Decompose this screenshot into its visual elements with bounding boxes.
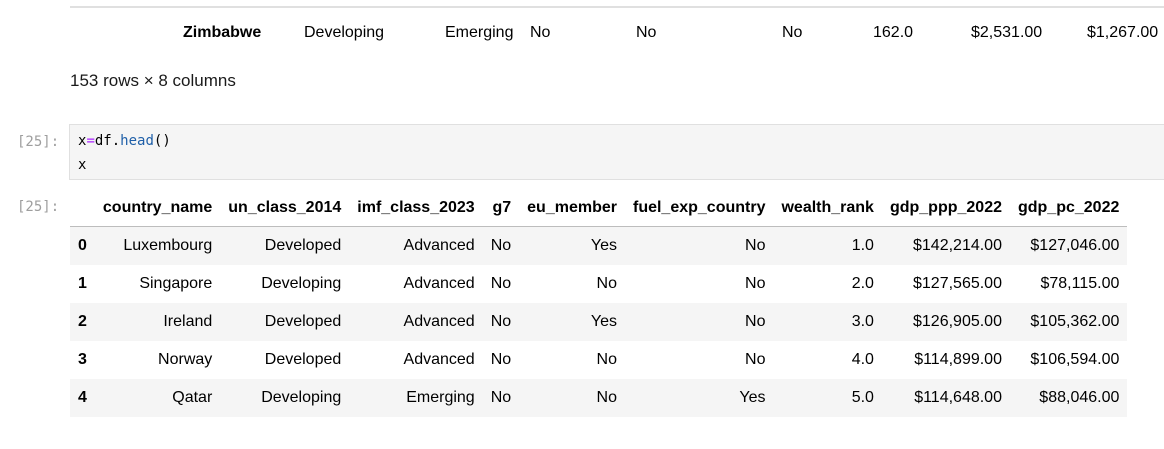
cell-imf-class-2023: Advanced [403,313,475,330]
code-line-2: x [78,157,87,173]
column-header-un-class-2014: un_class_2014 [220,190,350,227]
output-prompt: [25]: [17,199,60,215]
cell-country-name: Qatar [172,389,213,406]
index-header [70,190,95,227]
table-row: 4 Qatar Developing Emerging No No Yes 5.… [70,379,1128,417]
prev-gdp-pc: $1,267.00 [1087,24,1159,41]
cell-gdp-pc-2022: $127,046.00 [1030,237,1120,254]
output-divider [70,6,1164,8]
cell-eu-member: No [596,351,617,368]
cell-wealth-rank: 1.0 [851,237,874,254]
table-row: 3 Norway Developed Advanced No No No 4.0… [70,341,1128,379]
cell-un-class-2014: Developed [264,351,342,368]
row-index: 4 [78,389,87,406]
cell-imf-class-2023: Advanced [403,351,475,368]
cell-un-class-2014: Developing [261,389,342,406]
cell-eu-member: No [596,275,617,292]
cell-g7: No [490,313,512,330]
cell-gdp-pc-2022: $78,115.00 [1040,275,1120,292]
code-cell-editor[interactable]: x=df.head() x [69,124,1164,180]
cell-eu-member: No [596,389,617,406]
cell-gdp-ppp-2022: $114,648.00 [914,389,1002,406]
prev-gdp-ppp: $2,531.00 [971,24,1043,41]
cell-imf-class-2023: Advanced [403,275,475,292]
code-function: head [120,133,154,149]
prev-eu-member: No [636,24,657,41]
cell-wealth-rank: 3.0 [851,313,874,330]
code-operator: = [86,133,95,149]
code-object: df. [94,133,121,149]
column-header-country-name: country_name [94,190,221,227]
cell-gdp-pc-2022: $106,594.00 [1030,351,1120,368]
cell-country-name: Ireland [163,313,213,330]
column-header-eu-member: eu_member [519,190,625,227]
cell-gdp-ppp-2022: $127,565.00 [913,275,1002,292]
cell-wealth-rank: 2.0 [851,275,874,292]
cell-fuel-exp-country: No [745,351,766,368]
cell-country-name: Norway [158,351,213,368]
prev-un-class: Developing [304,24,385,41]
cell-g7: No [490,351,512,368]
row-index: 0 [78,237,87,254]
code-var: x [78,133,87,149]
cell-un-class-2014: Developed [264,313,342,330]
prev-g7: No [530,24,551,41]
row-index: 1 [78,275,87,292]
table-row: 0 Luxembourg Developed Advanced No Yes N… [70,226,1128,265]
cell-gdp-ppp-2022: $126,905.00 [913,313,1002,330]
cell-fuel-exp-country: No [745,237,766,254]
prev-wealth-rank: 162.0 [873,24,914,41]
prev-country-name: Zimbabwe [183,24,262,41]
previous-output-last-row: Zimbabwe Developing Emerging No No No 16… [0,20,1164,46]
cell-g7: No [490,389,512,406]
code-call: () [153,133,171,149]
cell-imf-class-2023: Advanced [403,237,475,254]
cell-imf-class-2023: Emerging [406,389,475,406]
cell-eu-member: Yes [590,313,617,330]
column-header-fuel-exp-country: fuel_exp_country [624,190,774,227]
cell-wealth-rank: 5.0 [851,389,874,406]
column-header-imf-class-2023: imf_class_2023 [349,190,483,227]
column-header-gdp-pc-2022: gdp_pc_2022 [1009,190,1128,227]
cell-un-class-2014: Developed [264,237,342,254]
dataframe-shape-caption: 153 rows × 8 columns [70,71,236,90]
cell-un-class-2014: Developing [261,275,342,292]
cell-eu-member: Yes [590,237,617,254]
table-row: 1 Singapore Developing Advanced No No No… [70,265,1128,303]
column-header-gdp-ppp-2022: gdp_ppp_2022 [881,190,1010,227]
cell-country-name: Luxembourg [123,237,213,254]
cell-g7: No [490,275,512,292]
prev-imf-class: Emerging [445,24,514,41]
cell-gdp-ppp-2022: $142,214.00 [913,237,1002,254]
prev-fuel-exp: No [782,24,803,41]
cell-g7: No [490,237,512,254]
row-index: 3 [78,351,87,368]
input-prompt: [25]: [17,134,60,150]
table-header-row: country_name un_class_2014 imf_class_202… [70,190,1128,227]
dataframe-table: country_name un_class_2014 imf_class_202… [70,190,1128,417]
cell-gdp-ppp-2022: $114,899.00 [914,351,1002,368]
cell-fuel-exp-country: Yes [739,389,766,406]
cell-fuel-exp-country: No [745,313,766,330]
cell-gdp-pc-2022: $88,046.00 [1039,389,1120,406]
column-header-wealth-rank: wealth_rank [773,190,882,227]
cell-country-name: Singapore [139,275,213,292]
cell-fuel-exp-country: No [745,275,766,292]
cell-gdp-pc-2022: $105,362.00 [1030,313,1120,330]
cell-wealth-rank: 4.0 [851,351,874,368]
code-line-1: x=df.head() [78,133,171,149]
column-header-g7: g7 [482,190,520,227]
row-index: 2 [78,313,87,330]
table-row: 2 Ireland Developed Advanced No Yes No 3… [70,303,1128,341]
